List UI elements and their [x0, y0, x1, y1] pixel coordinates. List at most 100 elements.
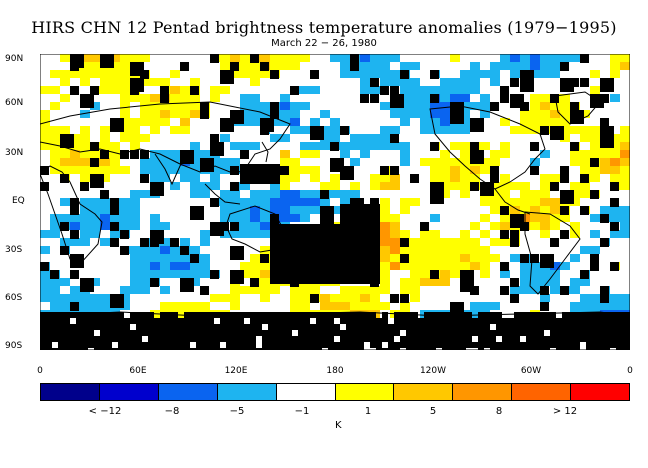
missing-data-block	[376, 336, 382, 342]
missing-data-block	[334, 342, 340, 348]
anomaly-cell	[100, 174, 110, 182]
anomaly-cell	[170, 182, 180, 190]
anomaly-cell	[550, 222, 560, 230]
anomaly-cell	[590, 126, 600, 134]
missing-data-block	[70, 330, 76, 336]
anomaly-cell	[60, 78, 70, 86]
missing-data-block	[610, 262, 619, 271]
anomaly-cell	[480, 70, 490, 78]
legend-swatch	[41, 384, 100, 400]
missing-data-block	[410, 174, 419, 183]
missing-data-block	[298, 348, 304, 350]
missing-data-block	[532, 342, 538, 348]
missing-data-block	[390, 94, 404, 108]
anomaly-cell	[470, 222, 480, 230]
anomaly-cell	[140, 270, 150, 278]
anomaly-cell	[190, 246, 200, 254]
missing-data-block	[160, 324, 166, 330]
lat-label-30s: 30S	[5, 245, 23, 255]
missing-data-block	[628, 318, 630, 324]
missing-data-block	[496, 318, 502, 324]
missing-data-block	[230, 166, 239, 175]
anomaly-cell	[280, 150, 290, 158]
missing-data-block	[540, 302, 549, 311]
missing-data-block	[376, 348, 382, 350]
anomaly-cell	[620, 214, 630, 222]
legend-swatch	[99, 384, 159, 400]
missing-data-block	[600, 94, 609, 103]
missing-data-block	[340, 342, 346, 348]
anomaly-cell	[220, 158, 230, 166]
anomaly-cell	[220, 62, 230, 70]
anomaly-cell	[210, 86, 220, 94]
anomaly-cell	[70, 158, 80, 166]
anomaly-cell	[240, 270, 250, 278]
missing-data-block	[478, 330, 484, 336]
missing-data-block	[436, 336, 442, 342]
anomaly-cell	[220, 206, 230, 214]
anomaly-cell	[560, 118, 570, 126]
missing-data-block	[106, 330, 112, 336]
anomaly-cell	[510, 206, 520, 214]
missing-data-block	[310, 70, 319, 79]
missing-data-block	[76, 336, 82, 342]
missing-data-block	[556, 348, 562, 350]
missing-data-block	[538, 324, 544, 330]
anomaly-cell	[390, 222, 400, 230]
missing-data-block	[262, 348, 268, 350]
missing-data-block	[538, 318, 544, 324]
missing-data-block	[170, 238, 179, 247]
missing-data-block	[424, 324, 430, 330]
anomaly-cell	[240, 118, 250, 126]
anomaly-cell	[110, 150, 120, 158]
missing-data-block	[226, 330, 232, 336]
anomaly-cell	[120, 302, 130, 310]
anomaly-cell	[390, 214, 400, 222]
legend-label: 8	[495, 406, 503, 417]
anomaly-cell	[170, 150, 180, 158]
anomaly-cell	[530, 190, 540, 198]
anomaly-cell	[470, 302, 480, 310]
anomaly-cell	[430, 214, 440, 222]
missing-data-block	[64, 336, 70, 342]
missing-data-block	[40, 348, 46, 350]
anomaly-cell	[530, 198, 540, 206]
missing-data-block	[622, 336, 628, 342]
missing-data-block	[202, 330, 208, 336]
anomaly-cell	[460, 262, 470, 270]
missing-data-block	[580, 312, 586, 318]
missing-data-block	[574, 324, 580, 330]
missing-data-block	[136, 348, 142, 350]
missing-data-block	[262, 330, 268, 336]
missing-data-block	[90, 86, 99, 95]
missing-data-block	[190, 336, 196, 342]
anomaly-cell	[520, 54, 530, 62]
missing-data-block	[286, 336, 292, 342]
missing-data-block	[110, 118, 124, 132]
anomaly-cell	[220, 294, 230, 302]
anomaly-cell	[190, 94, 200, 102]
missing-data-block	[280, 336, 286, 342]
missing-data-block	[532, 330, 538, 336]
missing-data-block	[200, 158, 214, 172]
missing-data-block	[208, 342, 214, 348]
missing-data-block	[298, 330, 304, 336]
missing-data-block	[592, 324, 598, 330]
anomaly-cell	[450, 166, 460, 174]
anomaly-cell	[240, 102, 250, 110]
anomaly-cell	[440, 94, 450, 102]
missing-data-block	[530, 142, 539, 151]
anomaly-cell	[490, 182, 500, 190]
anomaly-cell	[80, 134, 90, 142]
anomaly-cell	[240, 94, 250, 102]
anomaly-cell	[320, 198, 330, 206]
missing-data-block	[140, 174, 149, 183]
missing-data-block	[124, 330, 130, 336]
missing-data-block	[450, 102, 464, 116]
anomaly-cell	[350, 142, 360, 150]
anomaly-cell	[380, 126, 390, 134]
anomaly-cell	[590, 230, 600, 238]
missing-data-block	[514, 318, 520, 324]
anomaly-cell	[230, 142, 240, 150]
anomaly-cell	[360, 294, 370, 302]
